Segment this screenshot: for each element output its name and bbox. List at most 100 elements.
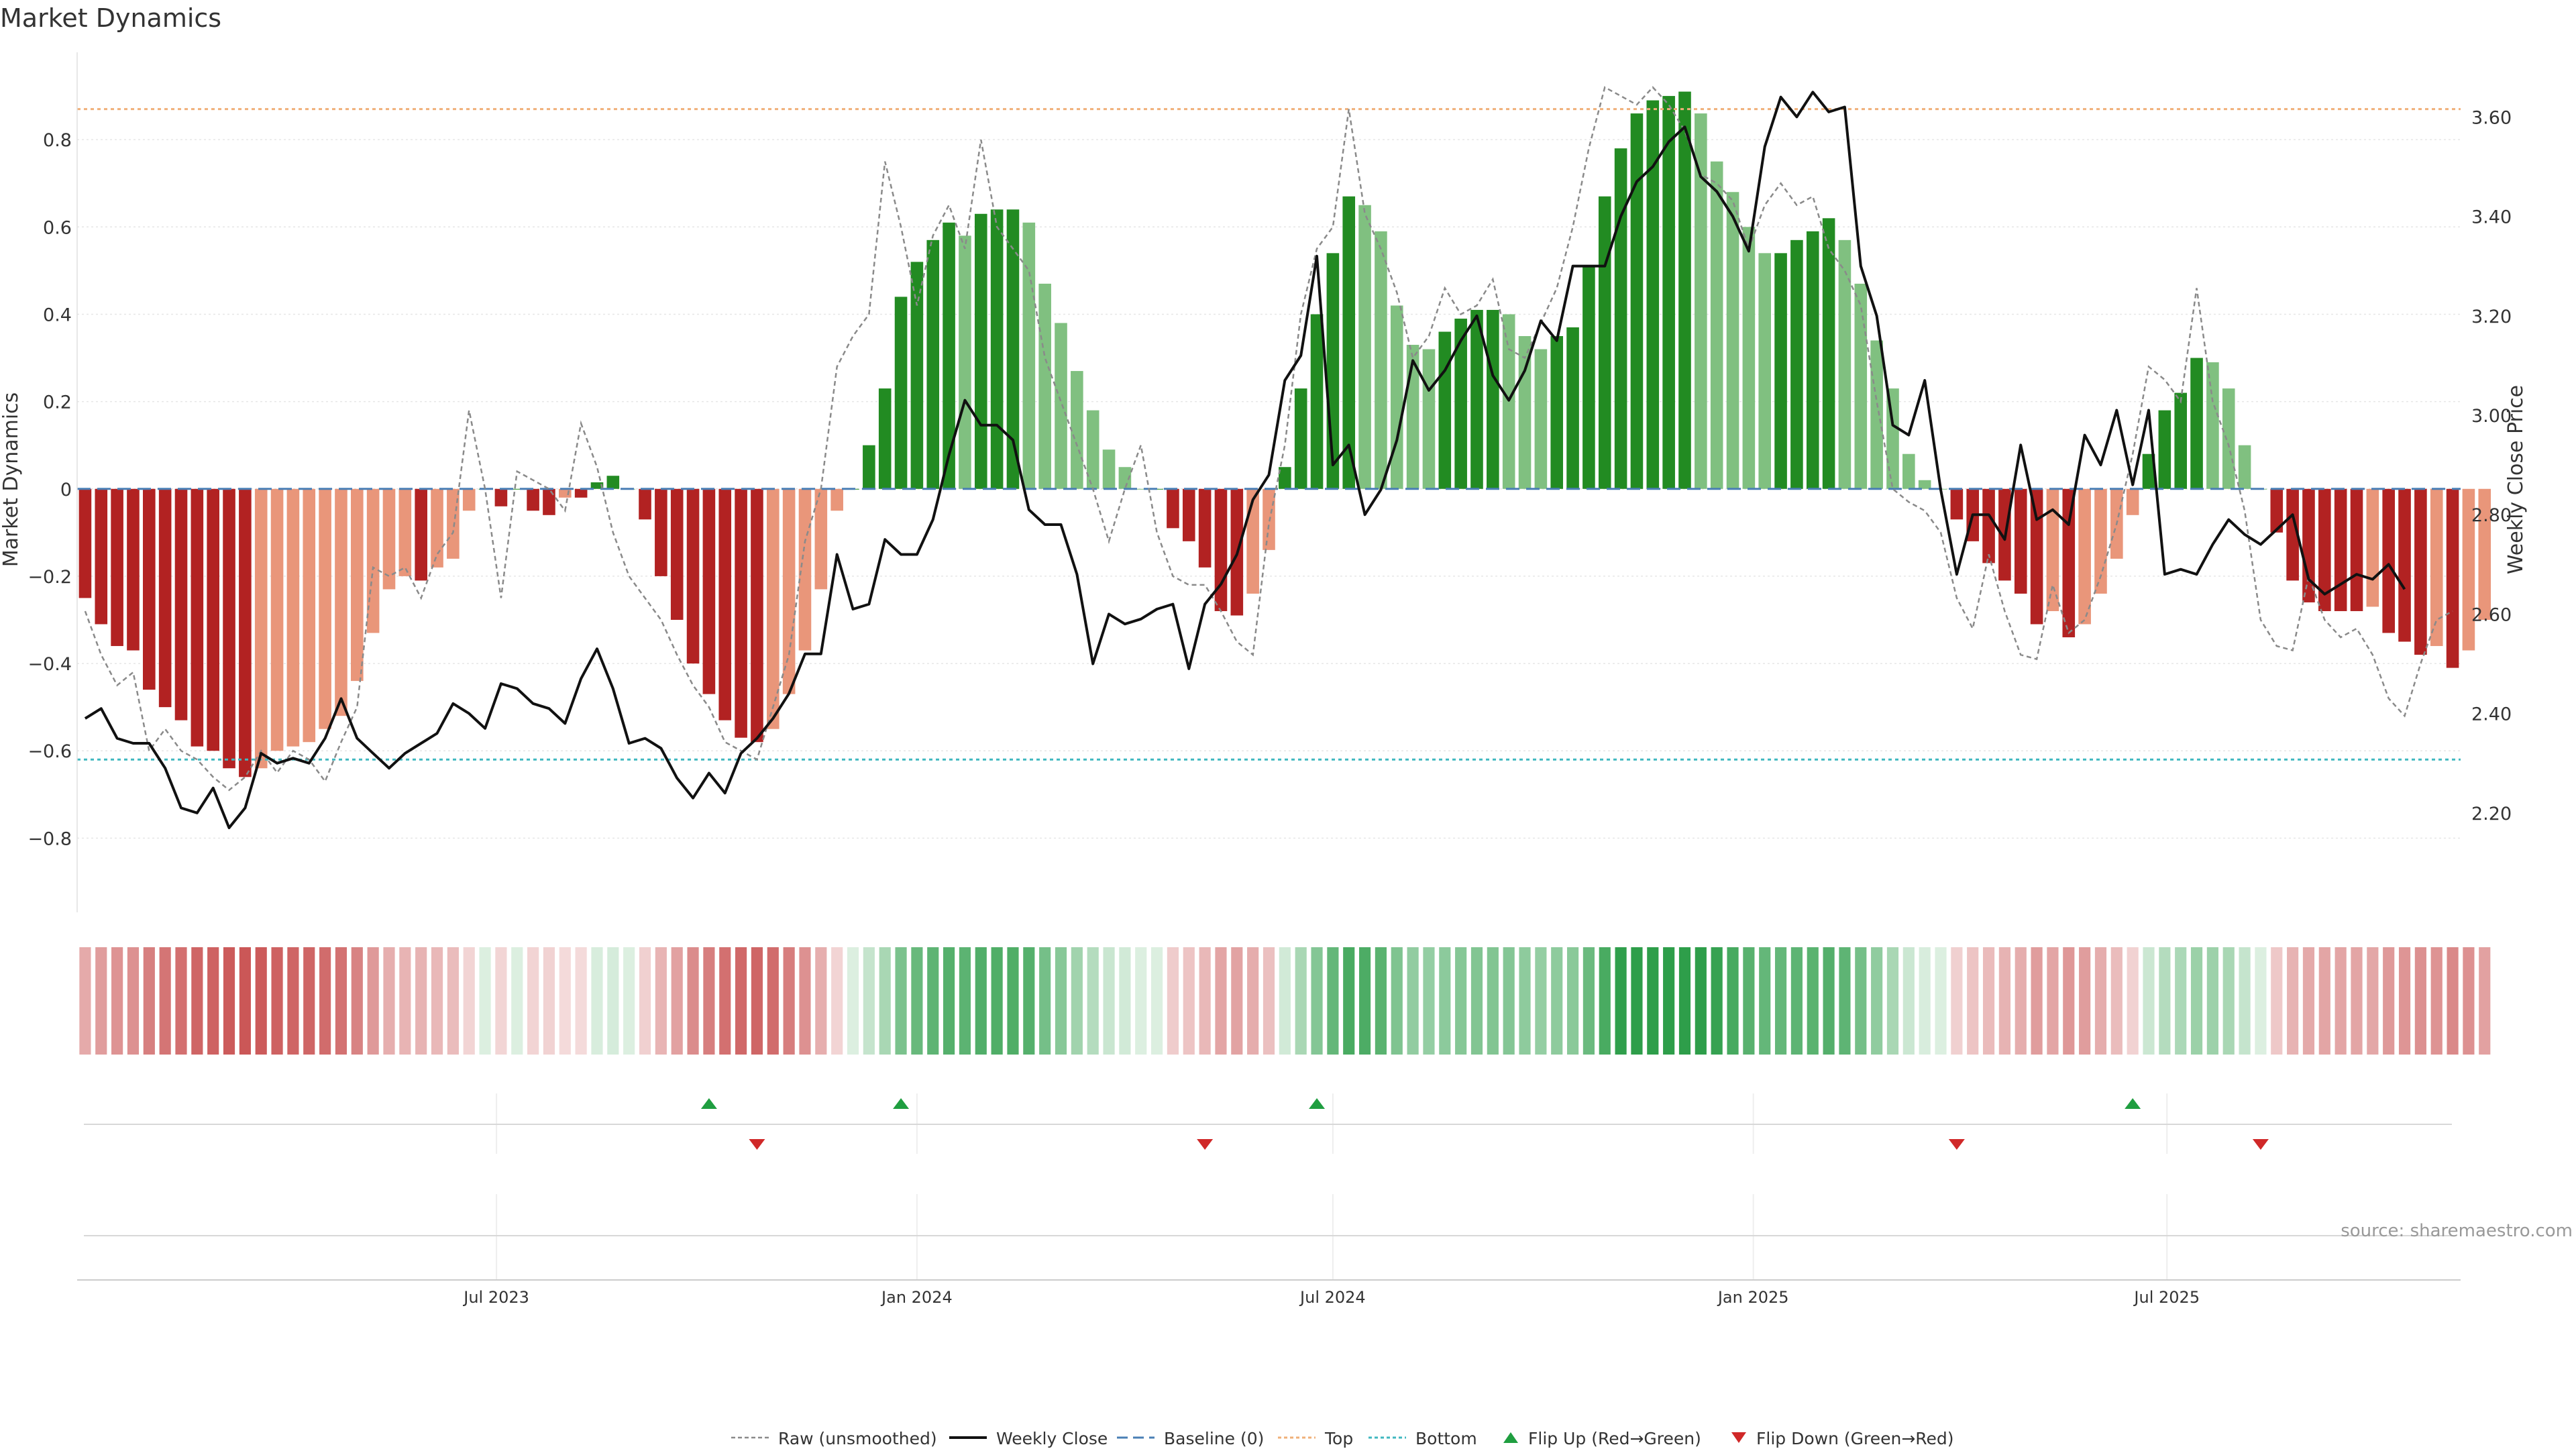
heat-cell <box>1119 947 1131 1055</box>
dynamics-bar <box>1774 253 1787 489</box>
heat-cell <box>527 947 539 1055</box>
heat-cell <box>2206 947 2218 1055</box>
heat-cell <box>559 947 571 1055</box>
dynamics-bar <box>1310 314 1324 489</box>
dynamics-bar <box>335 488 347 716</box>
dynamics-bar <box>1838 239 1851 489</box>
heat-cell <box>1455 947 1467 1055</box>
dynamics-bar <box>798 488 812 651</box>
flip-markers-panel <box>84 1093 2452 1280</box>
dynamics-bar <box>2462 488 2475 651</box>
dynamics-bar <box>590 482 604 489</box>
heat-cell <box>2255 947 2267 1055</box>
y-tick-label: 0 <box>60 480 72 500</box>
dynamics-bar <box>735 488 747 738</box>
heat-cell <box>703 947 715 1055</box>
y-tick-label: −0.2 <box>28 567 72 588</box>
dynamics-bar <box>1454 318 1467 489</box>
dynamics-bar <box>1294 388 1307 489</box>
heat-cell <box>415 947 427 1055</box>
dynamics-bar <box>1118 467 1132 489</box>
dynamics-bar <box>606 476 620 489</box>
heat-cell <box>767 947 779 1055</box>
heat-cell <box>495 947 507 1055</box>
dynamics-bar <box>1758 253 1772 489</box>
heat-cell <box>239 947 251 1055</box>
heat-cell <box>1167 947 1179 1055</box>
heat-cell <box>1263 947 1275 1055</box>
dynamics-bar <box>2382 488 2395 633</box>
heat-cell <box>2239 947 2251 1055</box>
flip-up-marker <box>893 1098 910 1109</box>
dynamics-bar <box>1678 91 1691 489</box>
dynamics-bar <box>830 488 843 511</box>
heat-cell <box>1183 947 1195 1055</box>
heat-cell <box>1150 947 1163 1055</box>
dynamics-bar <box>2190 358 2203 489</box>
heat-cell <box>671 947 683 1055</box>
heat-cell <box>815 947 827 1055</box>
dynamics-bar <box>527 488 539 511</box>
heat-cell <box>1919 947 1931 1055</box>
heat-cell <box>159 947 171 1055</box>
heat-cell <box>447 947 459 1055</box>
heat-cell <box>687 947 699 1055</box>
legend-label: Top <box>1324 1429 1353 1448</box>
heat-cell <box>1071 947 1083 1055</box>
heat-cell <box>2143 947 2155 1055</box>
dynamics-bar <box>894 297 908 489</box>
dynamics-bar <box>974 213 987 489</box>
heat-cell <box>1871 947 1883 1055</box>
heat-cell <box>2351 947 2363 1055</box>
heat-cell <box>1823 947 1835 1055</box>
heat-cell <box>1582 947 1595 1055</box>
legend: Raw (unsmoothed) Weekly Close Baseline (0)… <box>731 1429 1954 1448</box>
y-tick-label: −0.6 <box>28 741 72 762</box>
heat-cell <box>431 947 443 1055</box>
heat-cell <box>1055 947 1067 1055</box>
y2-tick-label: 3.40 <box>2471 207 2512 228</box>
legend-label: Weekly Close <box>996 1429 1108 1448</box>
heat-cell <box>2015 947 2027 1055</box>
heat-cell <box>1711 947 1723 1055</box>
heat-cell <box>1839 947 1851 1055</box>
dynamics-bar <box>1470 309 1483 489</box>
dynamics-bar <box>1086 410 1099 489</box>
heat-cell <box>2398 947 2411 1055</box>
dynamics-bar <box>910 262 924 489</box>
dynamics-bar <box>2014 488 2027 594</box>
dynamics-bar <box>2318 488 2331 611</box>
dynamics-bar <box>558 488 572 498</box>
dynamics-bar <box>95 488 108 625</box>
dynamics-bar <box>2174 392 2188 489</box>
heat-cell <box>1343 947 1355 1055</box>
heat-cell <box>655 947 667 1055</box>
dynamics-bar <box>2222 388 2235 489</box>
dynamics-bar <box>2046 488 2059 611</box>
dynamics-bar <box>2286 488 2299 581</box>
legend-label: Bottom <box>1415 1429 1477 1448</box>
dynamics-bar <box>462 488 476 511</box>
heat-cell <box>895 947 907 1055</box>
heat-cell <box>975 947 987 1055</box>
heat-cell <box>2334 947 2347 1055</box>
heat-cell <box>623 947 635 1055</box>
dynamics-bar <box>1246 488 1259 594</box>
dynamics-bar <box>270 488 284 751</box>
heat-cell <box>927 947 939 1055</box>
y-axis-label: Market Dynamics <box>0 392 23 568</box>
heat-cell <box>719 947 731 1055</box>
heat-cell <box>95 947 107 1055</box>
heat-cell <box>799 947 811 1055</box>
dynamics-bar <box>2334 488 2347 611</box>
dynamics-bar <box>1598 196 1611 489</box>
heat-cell <box>943 947 955 1055</box>
legend-label: Raw (unsmoothed) <box>778 1429 937 1448</box>
heat-cell <box>1327 947 1339 1055</box>
dynamics-bar <box>1726 192 1739 489</box>
heat-cell <box>831 947 843 1055</box>
heat-cell <box>847 947 859 1055</box>
dynamics-bar <box>2414 488 2427 655</box>
dynamics-bar <box>1487 309 1499 489</box>
